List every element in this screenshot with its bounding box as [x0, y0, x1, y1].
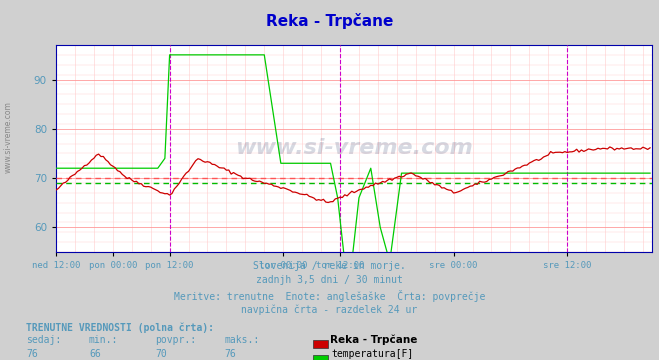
- Text: 66: 66: [89, 349, 101, 359]
- Text: Reka - Trpčane: Reka - Trpčane: [330, 335, 417, 345]
- Text: Slovenija / reke in morje.: Slovenija / reke in morje.: [253, 261, 406, 271]
- Text: 76: 76: [224, 349, 236, 359]
- Text: povpr.:: povpr.:: [155, 335, 196, 345]
- Text: zadnjh 3,5 dni / 30 minut: zadnjh 3,5 dni / 30 minut: [256, 275, 403, 285]
- Text: sedaj:: sedaj:: [26, 335, 61, 345]
- Text: Reka - Trpčane: Reka - Trpčane: [266, 13, 393, 28]
- Text: maks.:: maks.:: [224, 335, 259, 345]
- Text: navpična črta - razdelek 24 ur: navpična črta - razdelek 24 ur: [241, 304, 418, 315]
- Text: 76: 76: [26, 349, 38, 359]
- Text: temperatura[F]: temperatura[F]: [331, 349, 414, 359]
- Text: min.:: min.:: [89, 335, 119, 345]
- Text: 70: 70: [155, 349, 167, 359]
- Text: www.si-vreme.com: www.si-vreme.com: [235, 139, 473, 158]
- Text: TRENUTNE VREDNOSTI (polna črta):: TRENUTNE VREDNOSTI (polna črta):: [26, 322, 214, 333]
- Text: Meritve: trenutne  Enote: anglešaške  Črta: povprečje: Meritve: trenutne Enote: anglešaške Črta…: [174, 290, 485, 302]
- Text: www.si-vreme.com: www.si-vreme.com: [3, 101, 13, 173]
